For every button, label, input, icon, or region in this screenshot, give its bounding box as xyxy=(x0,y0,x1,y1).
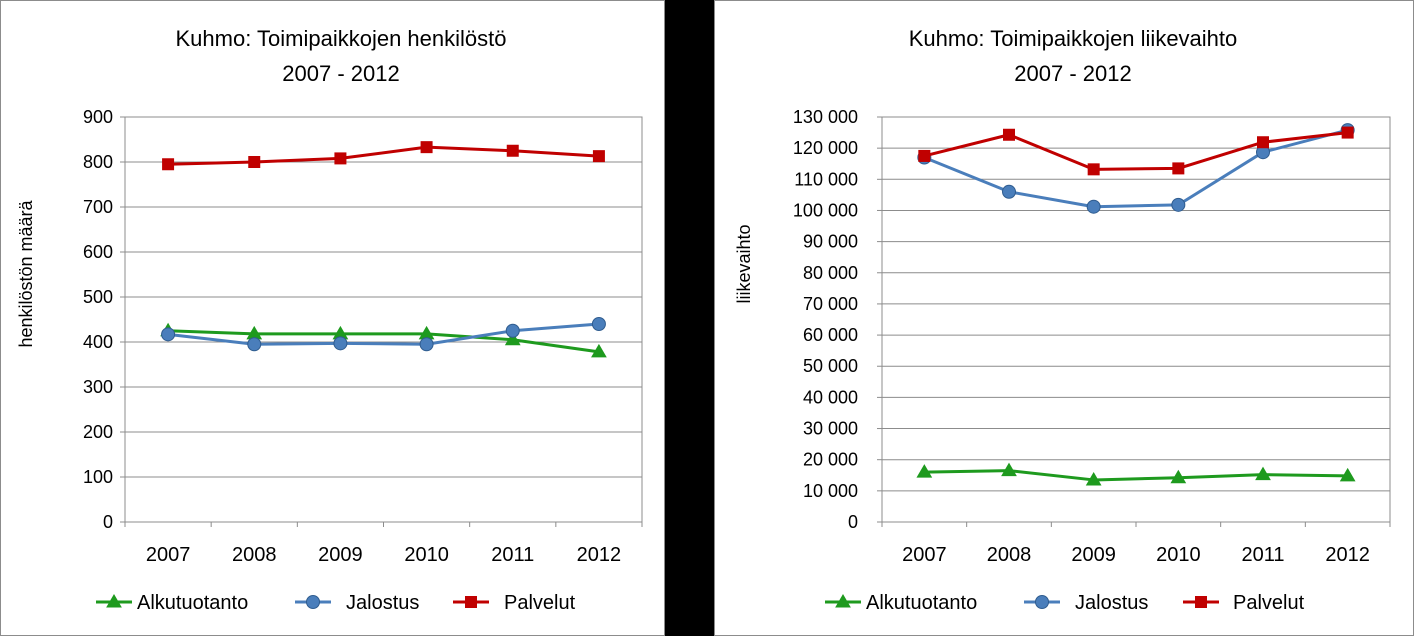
y-tick-label: 0 xyxy=(103,512,113,532)
y-tick-label: 200 xyxy=(83,422,113,442)
series-line-jalostus xyxy=(167,322,600,346)
y-tick-label: 70 000 xyxy=(803,294,858,314)
data-point-alkutuotanto xyxy=(1085,471,1102,486)
chart-panel-liikevaihto: Kuhmo: Toimipaikkojen liikevaihto 2007 -… xyxy=(714,0,1414,636)
legend-marker-jalostus xyxy=(1035,595,1049,609)
x-tick-label: 2008 xyxy=(987,544,1032,566)
legend-label-palvelut: Palvelut xyxy=(504,592,576,614)
data-point-palvelut xyxy=(506,144,519,157)
data-point-jalostus xyxy=(591,317,606,331)
legend-label-alkutuotanto: Alkutuotanto xyxy=(866,592,977,614)
data-point-alkutuotanto xyxy=(1339,467,1356,482)
legend-label-jalostus: Jalostus xyxy=(346,592,419,614)
data-point-palvelut xyxy=(1003,128,1015,141)
y-axis-label: henkilöstön määrä xyxy=(16,199,36,347)
y-axis-label: liikevaihto xyxy=(734,224,754,303)
y-tick-label: 120 000 xyxy=(793,138,858,158)
chart-subtitle: 2007 - 2012 xyxy=(1014,61,1131,86)
y-tick-label: 300 xyxy=(83,377,113,397)
data-point-alkutuotanto xyxy=(1255,466,1271,481)
legend-marker-palvelut xyxy=(465,596,477,608)
series-line-jalostus xyxy=(923,128,1349,209)
data-point-palvelut xyxy=(1257,136,1269,149)
legend-marker-alkutuotanto xyxy=(835,594,851,608)
x-tick-label: 2007 xyxy=(146,544,191,566)
series-line-alkutuotanto xyxy=(924,469,1348,482)
data-point-palvelut xyxy=(248,156,261,168)
legend-label-jalostus: Jalostus xyxy=(1075,592,1148,614)
legend-marker-alkutuotanto xyxy=(106,594,122,608)
x-tick-label: 2009 xyxy=(1071,544,1116,566)
legend-marker-palvelut xyxy=(1195,596,1207,608)
y-tick-label: 100 xyxy=(83,467,113,487)
data-point-palvelut xyxy=(1172,162,1185,175)
data-point-palvelut xyxy=(420,141,433,154)
y-tick-label: 50 000 xyxy=(803,356,858,376)
data-point-jalostus xyxy=(1002,184,1016,199)
chart-subtitle: 2007 - 2012 xyxy=(282,61,399,86)
x-tick-label: 2010 xyxy=(1156,544,1201,566)
x-tick-label: 2007 xyxy=(902,544,947,566)
y-tick-label: 20 000 xyxy=(803,450,858,470)
y-tick-label: 90 000 xyxy=(803,232,858,252)
data-point-jalostus xyxy=(161,327,176,342)
y-tick-label: 30 000 xyxy=(803,419,858,439)
data-point-jalostus xyxy=(1171,197,1186,212)
data-point-palvelut xyxy=(162,158,175,171)
y-tick-label: 500 xyxy=(83,287,113,307)
y-tick-label: 900 xyxy=(83,107,113,127)
y-tick-label: 110 000 xyxy=(794,169,858,189)
data-point-alkutuotanto xyxy=(916,464,933,478)
data-point-jalostus xyxy=(419,337,434,352)
y-tick-label: 130 000 xyxy=(793,107,858,127)
data-point-alkutuotanto xyxy=(504,331,521,346)
series-line-alkutuotanto xyxy=(168,329,600,354)
chart-title: Kuhmo: Toimipaikkojen liikevaihto xyxy=(909,26,1238,51)
y-tick-label: 10 000 xyxy=(803,481,858,501)
x-tick-label: 2011 xyxy=(491,544,534,566)
y-tick-label: 600 xyxy=(83,242,113,262)
data-point-palvelut xyxy=(1087,163,1100,176)
data-point-jalostus xyxy=(1086,199,1101,214)
data-point-alkutuotanto xyxy=(591,343,607,358)
data-point-jalostus xyxy=(247,337,262,352)
data-point-alkutuotanto xyxy=(1001,462,1017,477)
y-tick-label: 40 000 xyxy=(803,387,858,407)
chart-panel-henkilosto: Kuhmo: Toimipaikkojen henkilöstö 2007 - … xyxy=(0,0,665,636)
x-tick-label: 2009 xyxy=(318,544,363,566)
y-tick-label: 0 xyxy=(848,512,858,532)
legend-label-palvelut: Palvelut xyxy=(1233,592,1305,614)
y-tick-label: 700 xyxy=(83,197,113,217)
y-tick-label: 800 xyxy=(83,152,113,172)
chart-liikevaihto: Kuhmo: Toimipaikkojen liikevaihto 2007 -… xyxy=(734,26,1391,614)
chart-title: Kuhmo: Toimipaikkojen henkilöstö xyxy=(176,26,507,51)
y-tick-label: 60 000 xyxy=(803,325,858,345)
legend-label-alkutuotanto: Alkutuotanto xyxy=(137,592,248,614)
x-tick-label: 2012 xyxy=(577,544,622,566)
x-tick-label: 2008 xyxy=(232,544,277,566)
data-point-jalostus xyxy=(505,323,520,338)
y-tick-label: 100 000 xyxy=(793,200,858,220)
plot-area xyxy=(124,116,643,523)
y-tick-label: 400 xyxy=(83,332,113,352)
x-tick-label: 2010 xyxy=(404,544,449,566)
y-tick-label: 80 000 xyxy=(803,263,858,283)
data-point-palvelut xyxy=(918,149,931,162)
legend-marker-jalostus xyxy=(306,595,320,609)
series-line-palvelut xyxy=(923,131,1348,171)
x-tick-label: 2011 xyxy=(1241,544,1284,566)
data-point-jalostus xyxy=(333,336,348,351)
x-tick-label: 2012 xyxy=(1325,544,1370,566)
data-point-palvelut xyxy=(334,152,347,165)
data-point-palvelut xyxy=(592,150,605,163)
data-point-alkutuotanto xyxy=(1170,469,1187,484)
series-line-palvelut xyxy=(168,145,600,166)
data-point-palvelut xyxy=(1341,126,1354,139)
plot-area xyxy=(881,116,1391,523)
chart-henkilosto: Kuhmo: Toimipaikkojen henkilöstö 2007 - … xyxy=(16,26,643,614)
